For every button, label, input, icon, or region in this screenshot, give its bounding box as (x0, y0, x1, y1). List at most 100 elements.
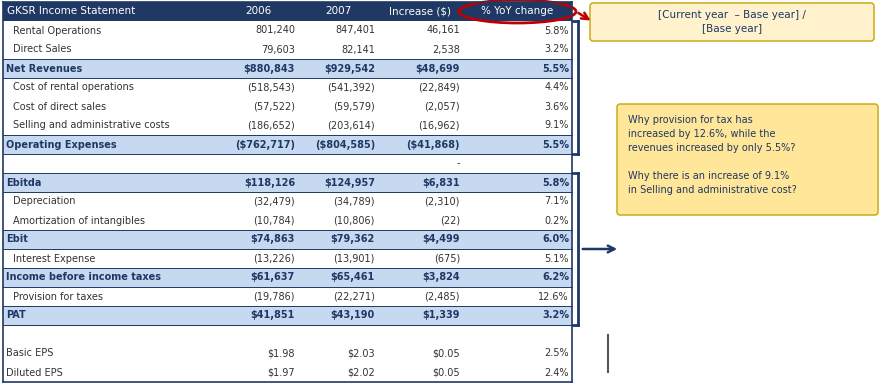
Text: 4.4%: 4.4% (545, 83, 569, 92)
Text: Interest Expense: Interest Expense (13, 254, 96, 264)
Text: 847,401: 847,401 (335, 25, 375, 35)
Text: Operating Expenses: Operating Expenses (6, 140, 117, 149)
Text: $1.97: $1.97 (268, 367, 295, 378)
Text: $65,461: $65,461 (330, 273, 375, 282)
Bar (3, 40, 572, 59)
Text: 82,141: 82,141 (341, 44, 375, 55)
Text: $880,843: $880,843 (244, 64, 295, 73)
Text: Cost of rental operations: Cost of rental operations (13, 83, 134, 92)
Text: $0.05: $0.05 (432, 349, 460, 358)
Text: 5.5%: 5.5% (542, 140, 569, 149)
Text: (32,479): (32,479) (253, 197, 295, 206)
Text: (22): (22) (439, 216, 460, 225)
Bar (3, 135, 572, 154)
Text: 3.6%: 3.6% (545, 101, 569, 112)
Text: (10,806): (10,806) (334, 216, 375, 225)
Text: (186,652): (186,652) (247, 121, 295, 131)
Bar (3, 287, 572, 306)
Text: Net Revenues: Net Revenues (6, 64, 82, 73)
Text: ($41,868): ($41,868) (407, 140, 460, 149)
Bar (3, 306, 572, 325)
Text: Ebit: Ebit (6, 234, 27, 245)
Text: $1.98: $1.98 (268, 349, 295, 358)
Bar (3, 325, 572, 344)
Text: $929,542: $929,542 (324, 64, 375, 73)
Text: $6,831: $6,831 (423, 177, 460, 188)
Text: $4,499: $4,499 (423, 234, 460, 245)
Bar (3, 249, 572, 268)
Text: 2007: 2007 (325, 7, 351, 16)
Text: (13,226): (13,226) (253, 254, 295, 264)
Text: 5.8%: 5.8% (542, 177, 569, 188)
Text: % YoY change: % YoY change (481, 7, 554, 16)
Text: (203,614): (203,614) (327, 121, 375, 131)
Text: 6.2%: 6.2% (542, 273, 569, 282)
Bar (3, 97, 572, 116)
Text: $43,190: $43,190 (330, 310, 375, 321)
Text: Amortization of intangibles: Amortization of intangibles (13, 216, 145, 225)
Bar (3, 268, 572, 287)
Bar (3, 78, 572, 97)
Text: Why provision for tax has
increased by 12.6%, while the
revenues increased by on: Why provision for tax has increased by 1… (628, 115, 797, 195)
Text: 0.2%: 0.2% (545, 216, 569, 225)
Text: (22,271): (22,271) (333, 291, 375, 301)
Text: (2,057): (2,057) (424, 101, 460, 112)
Text: (13,901): (13,901) (334, 254, 375, 264)
Text: (59,579): (59,579) (333, 101, 375, 112)
Bar (3, 230, 572, 249)
Text: $3,824: $3,824 (423, 273, 460, 282)
Bar (3, 344, 572, 363)
FancyBboxPatch shape (590, 3, 874, 41)
Text: Selling and administrative costs: Selling and administrative costs (13, 121, 169, 131)
Text: Cost of direct sales: Cost of direct sales (13, 101, 106, 112)
Text: (22,849): (22,849) (418, 83, 460, 92)
Text: Provision for taxes: Provision for taxes (13, 291, 103, 301)
Text: $48,699: $48,699 (416, 64, 460, 73)
Text: Basic EPS: Basic EPS (6, 349, 53, 358)
Text: [Current year  – Base year] /
[Base year]: [Current year – Base year] / [Base year] (658, 10, 806, 34)
Text: $118,126: $118,126 (244, 177, 295, 188)
Bar (3, 192, 572, 211)
Text: $2.03: $2.03 (347, 349, 375, 358)
Text: 12.6%: 12.6% (539, 291, 569, 301)
Text: (16,962): (16,962) (418, 121, 460, 131)
Text: 2,538: 2,538 (432, 44, 460, 55)
Text: -: - (456, 158, 460, 168)
Text: $124,957: $124,957 (324, 177, 375, 188)
Text: (541,392): (541,392) (327, 83, 375, 92)
Text: 9.1%: 9.1% (545, 121, 569, 131)
Bar (3, 59, 572, 78)
Text: $79,362: $79,362 (330, 234, 375, 245)
Text: (675): (675) (434, 254, 460, 264)
Text: 3.2%: 3.2% (545, 44, 569, 55)
Text: $1,339: $1,339 (423, 310, 460, 321)
Text: 2006: 2006 (245, 7, 271, 16)
Bar (3, 21, 572, 40)
Text: ($762,717): ($762,717) (235, 140, 295, 149)
Text: PAT: PAT (6, 310, 26, 321)
Text: (2,485): (2,485) (424, 291, 460, 301)
Text: (34,789): (34,789) (333, 197, 375, 206)
Text: 5.1%: 5.1% (545, 254, 569, 264)
Text: Ebitda: Ebitda (6, 177, 42, 188)
Text: Rental Operations: Rental Operations (13, 25, 101, 35)
Text: 801,240: 801,240 (255, 25, 295, 35)
Text: Direct Sales: Direct Sales (13, 44, 72, 55)
Text: 2.4%: 2.4% (545, 367, 569, 378)
Bar (3, 363, 572, 382)
Text: 5.5%: 5.5% (542, 64, 569, 73)
Bar (3, 154, 572, 173)
Text: GKSR Income Statement: GKSR Income Statement (7, 7, 136, 16)
Text: (518,543): (518,543) (247, 83, 295, 92)
Text: (57,522): (57,522) (253, 101, 295, 112)
Text: 6.0%: 6.0% (542, 234, 569, 245)
Bar (3, 2, 572, 21)
Text: 79,603: 79,603 (261, 44, 295, 55)
Bar (3, 211, 572, 230)
Text: (2,310): (2,310) (424, 197, 460, 206)
Text: $74,863: $74,863 (251, 234, 295, 245)
Bar (3, 173, 572, 192)
Text: $41,851: $41,851 (251, 310, 295, 321)
Text: $2.02: $2.02 (347, 367, 375, 378)
Text: ($804,585): ($804,585) (315, 140, 375, 149)
